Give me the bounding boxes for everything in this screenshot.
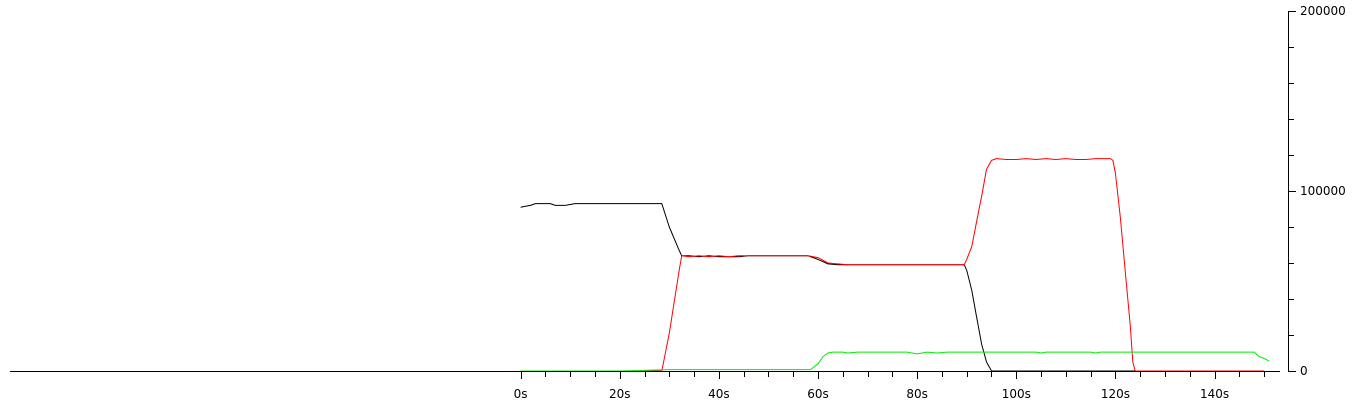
axis-layer: 0s 20s 40s 60s 80s 100s 120s 140s 0 100000 200000 (10, 4, 1346, 401)
x-tick-label: 60s (807, 387, 829, 401)
y-tick-label: 100000 (1300, 184, 1346, 198)
series-line-1 (520, 203, 1265, 372)
x-tick-label: 20s (609, 387, 631, 401)
x-tick-label: 100s (1002, 387, 1031, 401)
y-tick-label: 0 (1300, 364, 1308, 378)
x-tick-label: 120s (1101, 387, 1130, 401)
series-line-3 (520, 351, 1270, 372)
x-tick-label: 140s (1200, 387, 1229, 401)
series-line-2 (520, 158, 1265, 372)
x-tick-label: 80s (906, 387, 928, 401)
series-layer (520, 158, 1270, 372)
x-tick-label: 40s (708, 387, 730, 401)
x-tick-label: 0s (514, 387, 528, 401)
y-tick-label: 200000 (1300, 4, 1346, 18)
